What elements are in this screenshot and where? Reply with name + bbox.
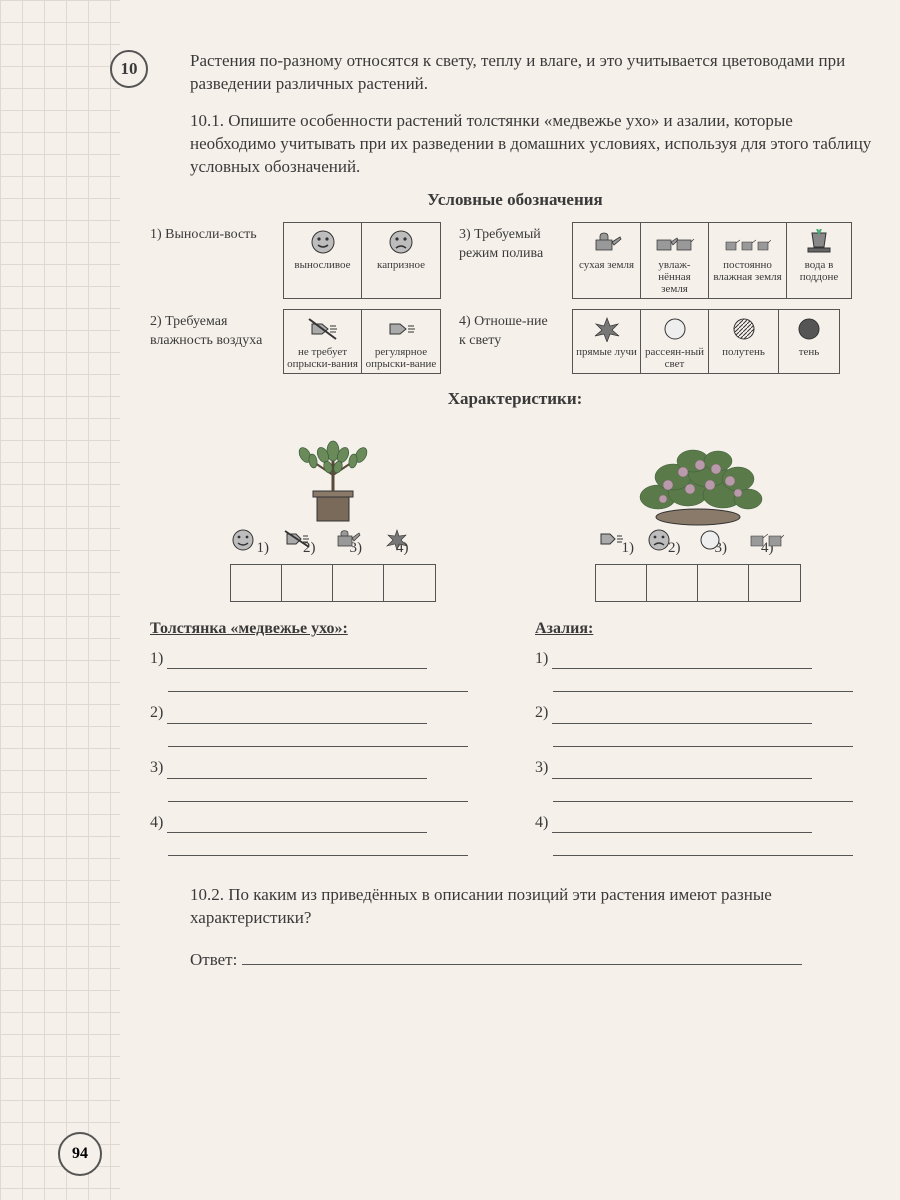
cell-label: не требует опрыски-вания	[287, 346, 358, 370]
spray-no-icon	[306, 314, 340, 344]
answer-line: 1)	[150, 648, 495, 670]
spray-yes-icon	[384, 314, 418, 344]
face-sad-icon	[388, 227, 414, 257]
answer-line: 1)	[535, 648, 880, 670]
plant-right-icons	[595, 564, 801, 602]
legend-cell: увлаж-нённая земля	[641, 223, 709, 298]
answer-line: 4)	[150, 812, 495, 834]
cell-label: рассеян-ный свет	[644, 346, 705, 370]
legend-title: Условные обозначения	[150, 189, 880, 212]
legend-label-1: 1) Выносли-вость	[150, 222, 265, 299]
answer-line: 2)	[535, 702, 880, 724]
answer-line: 2)	[150, 702, 495, 724]
grid-margin	[0, 0, 120, 1200]
legend-cell: сухая земля	[573, 223, 641, 298]
legend-label-3: 3) Требуемый режим полива	[459, 222, 554, 299]
cell-label: полутень	[722, 346, 765, 358]
legend-row-2: 2) Требуемая влажность воздуха не требуе…	[150, 309, 880, 374]
answer-label: Ответ:	[190, 950, 237, 969]
watering-can-icon	[749, 565, 799, 601]
cell-label: капризное	[377, 259, 425, 271]
page-content: 10 Растения по-разному относятся к свету…	[120, 0, 900, 1200]
cell-label: регулярное опрыски-вание	[365, 346, 437, 370]
answers-right: Азалия: 1) 2) 3) 4)	[535, 618, 880, 866]
spray-no-icon	[282, 565, 333, 601]
circle-hatched-icon	[731, 314, 757, 344]
cell-label: вода в поддоне	[790, 259, 848, 283]
cell-label: тень	[799, 346, 820, 358]
legend-cell: полутень	[709, 310, 779, 373]
characteristics-title: Характеристики:	[150, 388, 880, 411]
face-happy-icon	[310, 227, 336, 257]
legend-row-1: 1) Выносли-вость выносливое капризное 3)…	[150, 222, 880, 299]
face-sad-icon	[647, 565, 698, 601]
azalea-icon	[618, 417, 778, 527]
cell-label: прямые лучи	[576, 346, 637, 358]
legend-cell: капризное	[362, 223, 440, 298]
page-number: 94	[58, 1132, 102, 1176]
legend-cell: не требует опрыски-вания	[284, 310, 362, 373]
circle-light-icon	[662, 314, 688, 344]
plant-left-title: Толстянка «медвежье ухо»:	[150, 618, 495, 640]
legend-cell: тень	[779, 310, 839, 373]
question-number-badge: 10	[110, 50, 148, 88]
legend-cell: выносливое	[284, 223, 362, 298]
plant-right: 1) 2) 3) 4)	[595, 417, 801, 612]
circle-light-icon	[698, 565, 749, 601]
watering-can-icon	[725, 227, 771, 257]
face-happy-icon	[231, 565, 282, 601]
legend-cells-4: прямые лучи рассеян-ный свет полутень те…	[572, 309, 840, 374]
crassula-icon	[253, 417, 413, 527]
answer-line: 3)	[535, 757, 880, 779]
pot-tray-icon	[804, 227, 834, 257]
legend-label-2: 2) Требуемая влажность воздуха	[150, 309, 265, 374]
sun-burst-icon	[592, 314, 622, 344]
answers-left: Толстянка «медвежье ухо»: 1) 2) 3) 4)	[150, 618, 495, 866]
cell-label: сухая земля	[579, 259, 634, 271]
legend-cells-2: не требует опрыски-вания регулярное опры…	[283, 309, 441, 374]
answer-line: 3)	[150, 757, 495, 779]
legend-cells-3: сухая земля увлаж-нённая земля постоянно…	[572, 222, 852, 299]
watering-can-icon	[590, 227, 624, 257]
subquestion-2: 10.2. По каким из приведённых в описании…	[190, 884, 880, 930]
answer-line-final: Ответ:	[190, 948, 880, 972]
cell-label: увлаж-нённая земля	[644, 259, 705, 295]
legend-cell: рассеян-ный свет	[641, 310, 709, 373]
answer-line: 4)	[535, 812, 880, 834]
plant-left: 1) 2) 3) 4)	[230, 417, 436, 612]
intro-text: Растения по-разному относятся к свету, т…	[190, 50, 880, 96]
watering-can-icon	[655, 227, 695, 257]
legend-cell: вода в поддоне	[787, 223, 851, 298]
cell-label: выносливое	[294, 259, 350, 271]
plants-row: 1) 2) 3) 4)	[150, 417, 880, 612]
legend-cell: прямые лучи	[573, 310, 641, 373]
legend-cell: постоянно влажная земля	[709, 223, 787, 298]
answers-block: Толстянка «медвежье ухо»: 1) 2) 3) 4) Аз…	[150, 618, 880, 866]
legend-label-4: 4) Отноше-ние к свету	[459, 309, 554, 374]
plant-right-title: Азалия:	[535, 618, 880, 640]
circle-dark-icon	[796, 314, 822, 344]
watering-can-icon	[333, 565, 384, 601]
spray-yes-icon	[596, 565, 647, 601]
subquestion-1: 10.1. Опишите особенности растений толст…	[190, 110, 880, 179]
legend-cells-1: выносливое капризное	[283, 222, 441, 299]
cell-label: постоянно влажная земля	[712, 259, 783, 283]
plant-left-icons	[230, 564, 436, 602]
legend-cell: регулярное опрыски-вание	[362, 310, 440, 373]
sun-burst-icon	[384, 565, 434, 601]
